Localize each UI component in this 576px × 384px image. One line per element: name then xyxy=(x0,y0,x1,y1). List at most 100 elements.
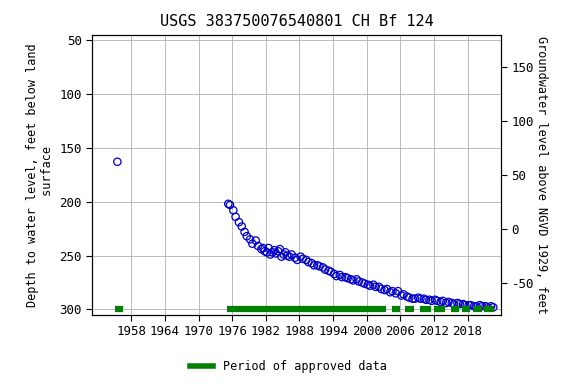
Point xyxy=(274,248,283,254)
Point xyxy=(223,201,233,207)
Point xyxy=(229,207,238,214)
Point xyxy=(113,159,122,165)
Point xyxy=(277,253,286,260)
Point xyxy=(438,298,448,304)
Point xyxy=(371,284,380,290)
Point xyxy=(458,301,468,307)
Point xyxy=(270,247,279,253)
Point xyxy=(464,302,473,308)
Point xyxy=(475,302,484,308)
Point xyxy=(346,276,355,282)
Point xyxy=(279,252,289,258)
Point xyxy=(275,246,285,252)
Point xyxy=(382,286,392,292)
Point xyxy=(285,253,294,260)
Point xyxy=(483,304,492,310)
Point xyxy=(442,300,451,306)
Point xyxy=(478,303,487,310)
Point xyxy=(416,296,425,302)
Point xyxy=(358,280,367,286)
Point xyxy=(251,237,260,243)
Point xyxy=(307,260,316,266)
Point xyxy=(399,291,408,298)
Point xyxy=(393,288,403,294)
Point xyxy=(444,299,453,305)
Point xyxy=(397,292,406,298)
Point xyxy=(282,253,291,259)
Point xyxy=(321,266,330,273)
Point xyxy=(410,296,419,302)
Point xyxy=(455,301,464,307)
Point xyxy=(430,297,439,303)
Point xyxy=(354,278,363,285)
Point xyxy=(374,284,384,290)
Point xyxy=(231,214,240,220)
Point xyxy=(234,219,244,225)
Point xyxy=(385,289,395,295)
Point xyxy=(408,296,417,302)
Point xyxy=(287,252,296,258)
Point xyxy=(404,295,414,301)
Point xyxy=(271,250,281,257)
Point xyxy=(380,287,389,293)
Point xyxy=(449,301,458,307)
Point xyxy=(237,223,247,230)
Point xyxy=(319,264,328,270)
Point xyxy=(268,249,277,255)
Point xyxy=(304,259,313,265)
Point xyxy=(324,268,333,274)
Point xyxy=(369,281,378,288)
Point xyxy=(240,229,249,235)
Point xyxy=(425,297,434,303)
Point xyxy=(481,303,490,310)
Point xyxy=(332,273,341,279)
Point xyxy=(253,243,263,249)
Point xyxy=(352,276,361,282)
Point xyxy=(259,245,268,251)
Point xyxy=(266,252,275,258)
Point xyxy=(343,275,353,281)
Legend: Period of approved data: Period of approved data xyxy=(185,356,391,378)
Point xyxy=(298,256,308,262)
Point xyxy=(248,241,257,247)
Point xyxy=(302,257,311,263)
Point xyxy=(433,298,442,304)
Point xyxy=(260,248,270,254)
Point xyxy=(296,253,305,260)
Point xyxy=(436,299,445,305)
Point xyxy=(363,281,373,288)
Point xyxy=(264,245,273,251)
Point xyxy=(453,300,462,306)
Point xyxy=(245,236,255,242)
Point xyxy=(315,263,324,270)
Point xyxy=(242,233,251,239)
Point xyxy=(281,249,290,255)
Title: USGS 383750076540801 CH Bf 124: USGS 383750076540801 CH Bf 124 xyxy=(160,14,434,29)
Point xyxy=(461,302,470,308)
Point xyxy=(309,262,319,268)
Point xyxy=(414,295,423,301)
Point xyxy=(472,303,481,310)
Y-axis label: Groundwater level above NGVD 1929, feet: Groundwater level above NGVD 1929, feet xyxy=(535,36,548,314)
Point xyxy=(348,277,358,283)
Point xyxy=(365,283,374,289)
Y-axis label: Depth to water level, feet below land
 surface: Depth to water level, feet below land su… xyxy=(26,43,54,306)
Point xyxy=(419,296,429,302)
Point xyxy=(326,269,335,275)
Point xyxy=(388,288,397,294)
Point xyxy=(391,290,400,296)
Point xyxy=(427,298,436,304)
Point xyxy=(335,272,344,278)
Point xyxy=(422,297,431,303)
Point xyxy=(225,202,234,208)
Point xyxy=(290,255,300,261)
Point xyxy=(360,281,369,287)
Point xyxy=(313,262,322,268)
Point xyxy=(486,303,495,310)
Point xyxy=(377,286,386,292)
Point xyxy=(293,257,302,263)
Point xyxy=(447,300,456,306)
Point xyxy=(341,274,350,280)
Point xyxy=(257,246,266,252)
Point xyxy=(488,304,498,310)
